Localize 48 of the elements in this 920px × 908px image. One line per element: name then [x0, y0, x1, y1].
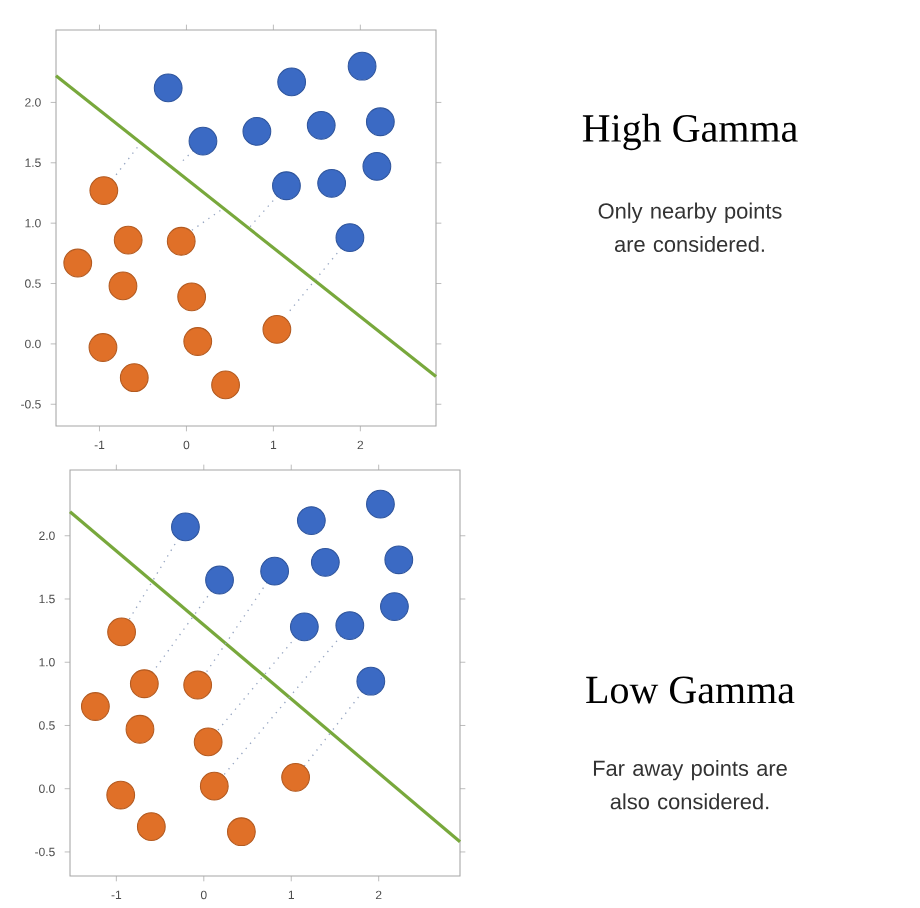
point — [289, 612, 319, 642]
point — [272, 171, 301, 201]
point — [183, 327, 213, 356]
point — [380, 592, 409, 621]
point — [366, 489, 395, 519]
point — [262, 314, 292, 344]
point — [129, 669, 159, 699]
point — [296, 506, 326, 535]
point — [166, 226, 196, 256]
point — [226, 817, 256, 847]
text: High Gamma — [582, 113, 798, 151]
point — [199, 771, 229, 801]
text: Far away points are also considered. — [593, 759, 787, 810]
point — [153, 73, 183, 103]
point — [188, 126, 218, 156]
point — [356, 666, 386, 696]
text: Only nearby points are considered. — [598, 202, 782, 252]
point — [384, 545, 414, 575]
point — [106, 780, 136, 810]
point — [119, 363, 149, 393]
point — [125, 714, 155, 744]
point — [63, 248, 93, 278]
point — [335, 223, 365, 252]
point — [193, 727, 223, 757]
point — [211, 370, 240, 400]
point — [306, 110, 336, 140]
point — [171, 512, 200, 542]
point — [80, 692, 110, 721]
point — [177, 282, 207, 312]
point — [242, 116, 272, 146]
point — [108, 271, 138, 301]
point — [347, 51, 377, 81]
point — [89, 176, 119, 205]
point — [310, 547, 340, 577]
point — [107, 617, 136, 647]
text: Low Gamma — [586, 676, 795, 704]
point — [136, 812, 166, 841]
point — [362, 151, 392, 181]
point — [183, 670, 213, 700]
point — [113, 225, 143, 255]
point — [281, 762, 311, 792]
point — [365, 107, 395, 137]
point — [88, 333, 118, 362]
point — [277, 67, 307, 97]
point — [260, 556, 290, 586]
point — [205, 565, 234, 595]
point — [317, 168, 347, 198]
point — [335, 611, 365, 640]
